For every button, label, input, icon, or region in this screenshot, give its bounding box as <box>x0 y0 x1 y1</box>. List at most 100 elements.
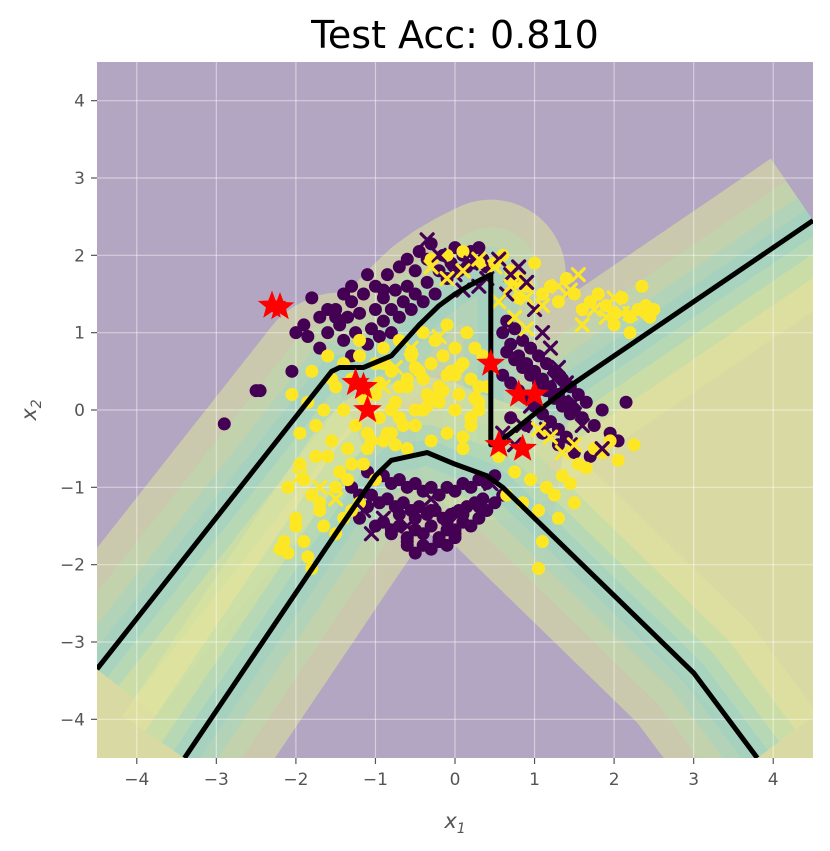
point-class0 <box>472 241 486 255</box>
point-class1 <box>285 388 299 402</box>
point-class0 <box>496 326 510 340</box>
y-axis: −4 −3 −2 −1 0 1 2 3 4 <box>60 92 97 730</box>
y-tick-label: 3 <box>74 169 85 189</box>
x-point-class1 <box>292 468 308 484</box>
x-point-class1 <box>622 305 638 321</box>
point-class0 <box>400 538 414 552</box>
point-class1 <box>384 403 398 417</box>
x-point-class1 <box>519 321 535 337</box>
point-class1 <box>416 372 430 386</box>
point-class0 <box>357 287 371 301</box>
x-point-class0 <box>522 398 539 414</box>
chart-title: Test Acc: 0.810 <box>310 13 599 57</box>
x-point-class1 <box>562 282 578 298</box>
x-point-class1 <box>534 298 551 314</box>
point-class1 <box>360 442 374 456</box>
point-class1 <box>440 368 454 382</box>
x-point-class0 <box>491 251 507 267</box>
x-point-class1 <box>570 267 586 283</box>
point-class0 <box>337 333 351 347</box>
point-class1 <box>468 391 482 405</box>
x-point-class1 <box>491 294 507 310</box>
point-class1 <box>448 341 462 355</box>
point-class1 <box>420 399 434 413</box>
y-tick-label: −1 <box>60 478 85 498</box>
y-tick-label: 4 <box>74 92 85 112</box>
x-point-class0 <box>574 417 590 434</box>
x-point-class0 <box>419 232 435 248</box>
x-point-class1 <box>439 270 455 287</box>
point-class0 <box>416 295 430 309</box>
star-marker <box>341 367 370 396</box>
x-tick-label: −2 <box>283 770 308 790</box>
point-class1 <box>301 550 315 564</box>
y-tick-label: −4 <box>60 710 85 730</box>
x-tick-label: 1 <box>529 770 540 790</box>
x-tick-label: 0 <box>450 770 461 790</box>
point-class1 <box>456 442 470 456</box>
point-class1 <box>452 388 466 402</box>
x-point-class1 <box>471 251 487 267</box>
x-tick-label: 3 <box>688 770 699 790</box>
point-class1 <box>611 453 625 467</box>
star-marker <box>484 429 513 457</box>
point-class0 <box>424 504 438 518</box>
x-point-class0 <box>566 394 582 410</box>
highlighted-points <box>257 290 549 461</box>
point-class0 <box>353 306 367 320</box>
x-point-class0 <box>511 259 527 275</box>
point-class1 <box>536 534 550 548</box>
point-class1 <box>317 519 331 533</box>
x-point-class1 <box>503 278 519 294</box>
x-axis: −4 −3 −2 −1 0 1 2 3 4 <box>124 758 779 790</box>
point-class1 <box>627 438 641 452</box>
x-point-class0 <box>534 325 551 341</box>
point-class1 <box>635 279 649 293</box>
point-class1 <box>392 380 406 394</box>
point-class0 <box>376 314 390 328</box>
point-class1 <box>360 426 374 440</box>
point-class0 <box>420 275 434 289</box>
point-class0 <box>341 310 355 324</box>
point-class1 <box>436 349 450 363</box>
x-tick-label: −4 <box>124 770 149 790</box>
x-tick-label: 4 <box>768 770 779 790</box>
x-point-class0 <box>447 267 463 283</box>
x-point-class1 <box>387 359 403 376</box>
star-marker <box>504 379 533 407</box>
x-point-class1 <box>507 309 523 325</box>
y-tick-label: −3 <box>60 633 85 653</box>
point-class1 <box>436 384 450 398</box>
point-class0 <box>456 515 470 529</box>
point-class1 <box>293 457 307 471</box>
x-point-class0 <box>550 359 567 376</box>
x-point-class1 <box>431 328 447 345</box>
point-class0 <box>619 395 633 409</box>
point-class0 <box>404 302 418 316</box>
point-class1 <box>372 411 386 425</box>
point-class1 <box>520 279 534 293</box>
x-point-class1 <box>423 259 439 275</box>
point-class1 <box>404 345 418 359</box>
x-point-class0 <box>431 247 447 263</box>
point-class0 <box>372 330 386 344</box>
x-point-class1 <box>586 301 602 318</box>
point-class1 <box>309 449 323 463</box>
x-point-class1 <box>530 421 547 437</box>
point-class1 <box>408 360 422 374</box>
point-class0 <box>428 287 442 301</box>
point-class1 <box>595 446 609 460</box>
point-class1 <box>281 546 295 560</box>
point-class1 <box>532 504 546 518</box>
point-class0 <box>360 268 374 282</box>
point-class1 <box>349 418 363 432</box>
x-point-class1 <box>455 263 471 279</box>
point-class0 <box>368 302 382 316</box>
x-point-class1 <box>312 479 328 495</box>
x-tick-label: −1 <box>363 770 388 790</box>
point-class1 <box>452 360 466 374</box>
x-point-class0 <box>375 510 391 526</box>
point-class1 <box>337 403 351 417</box>
x-point-class0 <box>363 526 380 542</box>
